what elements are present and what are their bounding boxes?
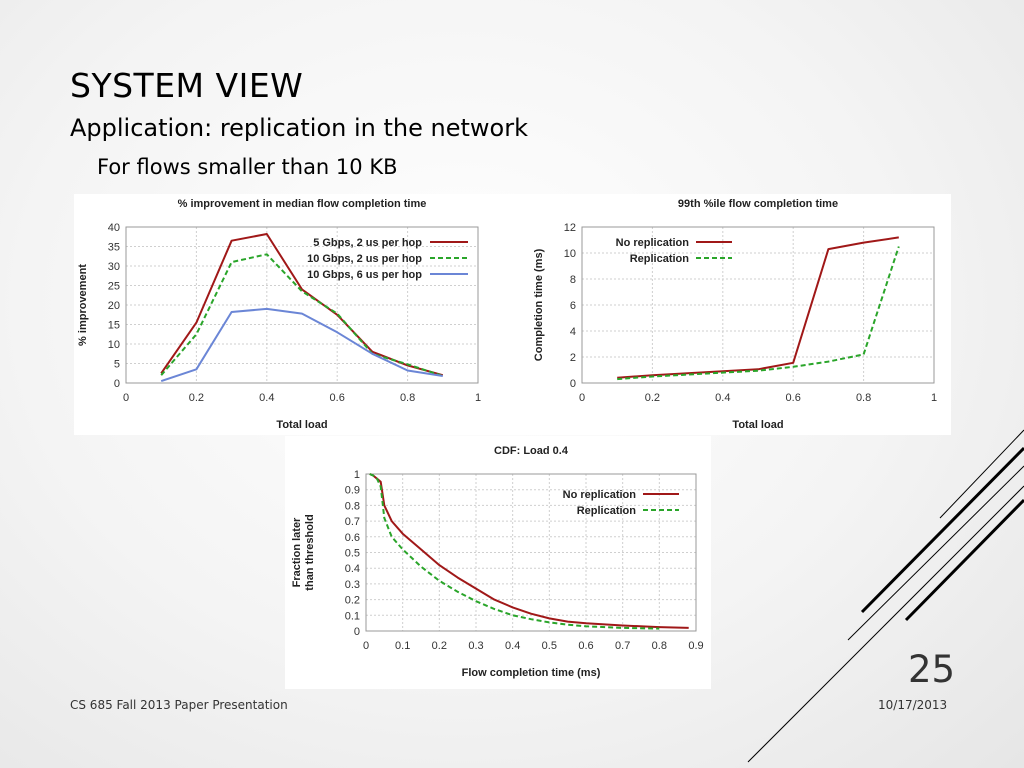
series-line — [617, 246, 900, 381]
y-tick-label: 10 — [564, 248, 576, 260]
y-axis-label: than threshold — [304, 514, 316, 590]
series-line — [369, 473, 660, 630]
x-tick-label: 0.6 — [578, 640, 593, 652]
y-tick-label: 0.8 — [345, 500, 360, 512]
legend-label: No replication — [616, 237, 690, 249]
y-tick-label: 0.5 — [345, 548, 360, 560]
chart-99th-percentile: 99th %ile flow completion time0246810120… — [533, 198, 937, 431]
y-tick-label: 20 — [108, 300, 120, 312]
x-tick-label: 1 — [475, 392, 481, 404]
y-axis-label: Fraction later — [291, 517, 303, 587]
legend-label: Replication — [630, 253, 690, 265]
series-line — [160, 233, 444, 377]
x-tick-label: 0.4 — [505, 640, 520, 652]
legend-label: 5 Gbps, 2 us per hop — [313, 237, 422, 249]
y-tick-label: 1 — [354, 469, 360, 481]
bullet-level-1: Application: replication in the network — [70, 114, 528, 142]
x-axis-label: Total load — [276, 419, 327, 431]
chart-title: 99th %ile flow completion time — [678, 198, 838, 210]
slide-title: SYSTEM VIEW — [70, 66, 304, 105]
y-tick-label: 0 — [114, 378, 120, 390]
y-axis-label: Completion time (ms) — [533, 248, 545, 361]
x-tick-label: 0.9 — [688, 640, 703, 652]
x-tick-label: 0.4 — [715, 392, 730, 404]
chart-median-improvement: % improvement in median flow completion … — [77, 198, 481, 431]
y-tick-label: 0.2 — [345, 595, 360, 607]
deco-line — [747, 485, 1024, 763]
legend-label: 10 Gbps, 6 us per hop — [307, 269, 422, 281]
series-line — [369, 473, 689, 629]
deco-line — [904, 498, 1024, 622]
x-tick-label: 0.3 — [468, 640, 483, 652]
footer-date: 10/17/2013 — [878, 698, 948, 712]
chart-panel-99th-percentile: 99th %ile flow completion time 0 2 4 6 8 10 12 0… — [506, 194, 951, 435]
x-tick-label: 0.2 — [189, 392, 204, 404]
y-tick-label: 2 — [570, 352, 576, 364]
legend-label: No replication — [563, 489, 637, 501]
x-tick-label: 0.4 — [259, 392, 274, 404]
chart-title: % improvement in median flow completion … — [178, 198, 427, 210]
series-line — [160, 307, 443, 383]
y-tick-label: 25 — [108, 281, 120, 293]
deco-line — [847, 465, 1024, 641]
plot-frame — [581, 226, 935, 384]
y-tick-label: 0.3 — [345, 579, 360, 591]
y-tick-label: 35 — [108, 242, 120, 254]
y-tick-label: 5 — [114, 359, 120, 371]
chart-title: CDF: Load 0.4 — [494, 445, 569, 457]
deco-line — [939, 429, 1024, 519]
x-tick-label: 0.1 — [395, 640, 410, 652]
y-tick-label: 30 — [108, 261, 120, 273]
y-tick-label: 12 — [564, 222, 576, 234]
series-line — [160, 253, 444, 377]
page-number: 25 — [908, 648, 956, 691]
series-line — [617, 236, 899, 379]
plot-frame — [365, 473, 697, 632]
y-tick-label: 0.1 — [345, 610, 360, 622]
x-tick-label: 0.5 — [542, 640, 557, 652]
y-tick-label: 0.7 — [345, 516, 360, 528]
x-tick-label: 0.8 — [652, 640, 667, 652]
x-tick-label: 0 — [579, 392, 585, 404]
x-tick-label: 1 — [931, 392, 937, 404]
chart-panel-cdf: CDF: Load 0.4 0 0.1 0.2 0.3 0.4 0.5 0.6 0.7 0.8 0.… — [285, 436, 711, 689]
y-tick-label: 0 — [354, 626, 360, 638]
y-tick-label: 6 — [570, 300, 576, 312]
x-tick-label: 0.7 — [615, 640, 630, 652]
legend-label: Replication — [577, 505, 637, 517]
x-tick-label: 0.8 — [856, 392, 871, 404]
x-tick-label: 0.6 — [330, 392, 345, 404]
plot-frame — [125, 226, 479, 384]
y-tick-label: 15 — [108, 320, 120, 332]
bullet-level-2: For flows smaller than 10 KB — [97, 155, 398, 179]
y-tick-label: 0.6 — [345, 532, 360, 544]
y-tick-label: 40 — [108, 222, 120, 234]
y-tick-label: 0 — [570, 378, 576, 390]
y-tick-label: 0.9 — [345, 485, 360, 497]
x-tick-label: 0.6 — [786, 392, 801, 404]
x-axis-label: Total load — [732, 419, 783, 431]
deco-line — [860, 446, 1024, 614]
x-tick-label: 0.2 — [645, 392, 660, 404]
y-tick-label: 8 — [570, 274, 576, 286]
y-axis-label: % improvement — [77, 264, 89, 346]
x-tick-label: 0.2 — [432, 640, 447, 652]
x-tick-label: 0 — [123, 392, 129, 404]
x-tick-label: 0 — [363, 640, 369, 652]
y-tick-label: 4 — [570, 326, 576, 338]
x-axis-label: Flow completion time (ms) — [462, 667, 601, 679]
footer-course: CS 685 Fall 2013 Paper Presentation — [70, 698, 288, 712]
y-tick-label: 0.4 — [345, 563, 360, 575]
chart-panel-median-improvement: % improvement in median flow completion … — [74, 194, 506, 435]
chart-cdf-load: CDF: Load 0.4 0 0.1 0.2 0.3 0.4 0.5 0.6 0.7 0.8 0.… — [291, 445, 704, 679]
legend-label: 10 Gbps, 2 us per hop — [307, 253, 422, 265]
x-tick-label: 0.8 — [400, 392, 415, 404]
y-tick-label: 10 — [108, 339, 120, 351]
